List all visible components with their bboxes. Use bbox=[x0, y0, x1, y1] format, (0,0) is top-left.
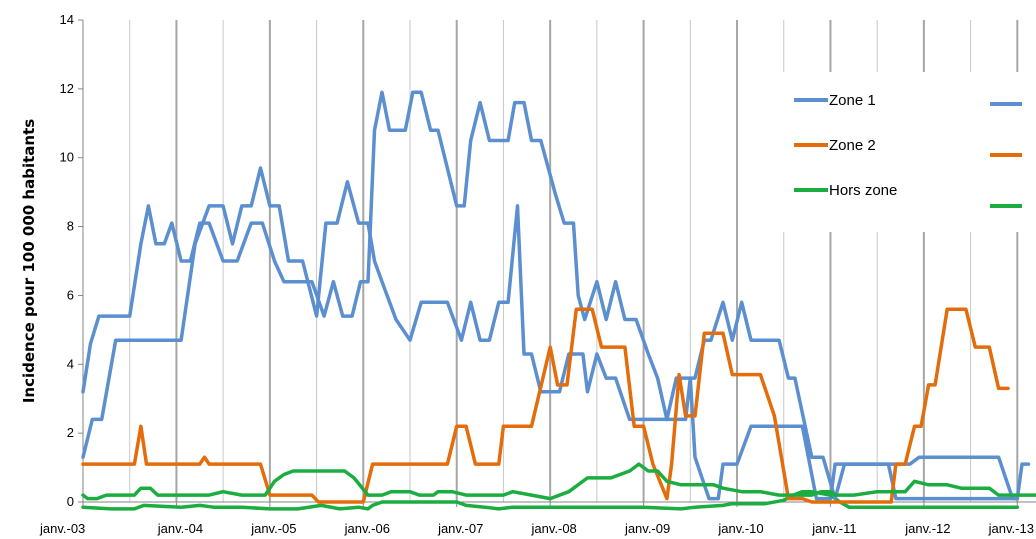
y-tick-label: 4 bbox=[67, 356, 74, 371]
x-tick-labels: janv.-03 janv.-04 janv.-05 janv.-06 janv.-07… bbox=[39, 502, 1034, 536]
legend-label: Hors zone bbox=[829, 182, 897, 199]
x-tick-label: janv.-11 bbox=[811, 521, 856, 536]
legend-box bbox=[777, 72, 1023, 232]
x-tick-label: janv.-12 bbox=[904, 521, 950, 536]
x-tick-label: janv.-10 bbox=[717, 521, 763, 536]
x-tick-label: janv.-13 bbox=[988, 521, 1034, 536]
x-tick-label: janv.-04 bbox=[157, 521, 203, 536]
y-tick-label: 12 bbox=[60, 81, 74, 96]
y-tick-label: 2 bbox=[67, 425, 74, 440]
series-line-2 bbox=[81, 307, 1010, 504]
y-tick-label: 14 bbox=[60, 12, 74, 27]
vertical-gridlines bbox=[129, 20, 1019, 502]
y-axis-title: Incidence pour 100 000 habitants bbox=[20, 119, 38, 403]
x-tick-label: janv.-05 bbox=[250, 521, 296, 536]
x-tick-label: janv.-08 bbox=[531, 521, 577, 536]
y-tick-label: 0 bbox=[67, 494, 74, 509]
legend: Zone 1 Zone 2 Hors zone bbox=[777, 72, 1023, 232]
series-line-1 bbox=[81, 90, 1031, 501]
legend-label: Zone 2 bbox=[829, 137, 876, 154]
x-tick-label: janv.-03 bbox=[39, 521, 85, 536]
y-tick-label: 6 bbox=[67, 287, 74, 302]
series-lines bbox=[81, 90, 1036, 511]
y-tick-labels: 0 2 4 6 8 10 12 14 bbox=[60, 12, 83, 509]
series-line-3 bbox=[81, 462, 1036, 501]
y-tick-label: 8 bbox=[67, 219, 74, 234]
series-line-extra-1 bbox=[81, 166, 1020, 501]
x-tick-label: janv.-07 bbox=[437, 521, 483, 536]
legend-label: Zone 1 bbox=[829, 92, 876, 109]
y-tick-label: 10 bbox=[60, 150, 74, 165]
x-tick-label: janv.-09 bbox=[624, 521, 670, 536]
x-tick-label: janv.-06 bbox=[344, 521, 390, 536]
